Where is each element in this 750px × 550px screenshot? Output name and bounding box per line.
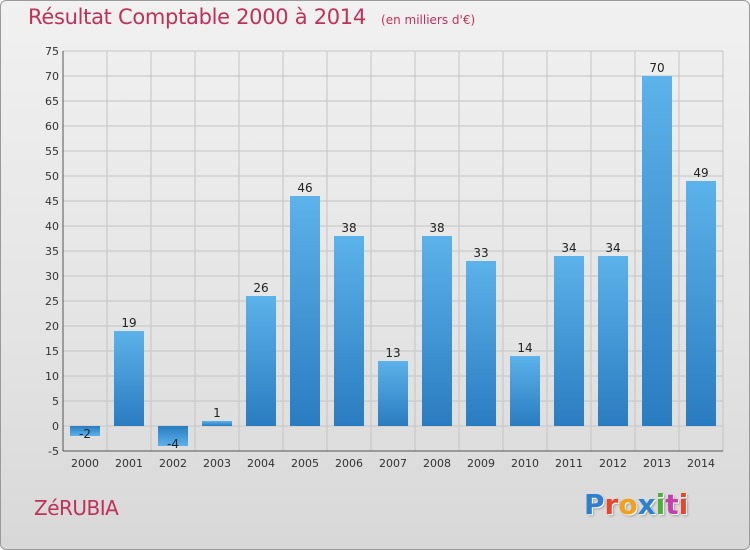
bar-2009 bbox=[466, 261, 496, 426]
bar-2001 bbox=[114, 331, 144, 426]
bar-2006 bbox=[334, 236, 364, 426]
y-tick-label: 25 bbox=[45, 295, 59, 308]
data-label: 33 bbox=[473, 246, 488, 260]
x-tick-label: 2011 bbox=[555, 457, 583, 470]
y-tick-label: 45 bbox=[45, 195, 59, 208]
y-tick-label: 0 bbox=[52, 420, 59, 433]
bar-2005 bbox=[290, 196, 320, 426]
y-tick-label: 70 bbox=[45, 70, 59, 83]
data-label: 26 bbox=[253, 281, 268, 295]
brand-letter: x bbox=[637, 488, 656, 521]
data-label: 13 bbox=[385, 346, 400, 360]
bar-2014 bbox=[686, 181, 716, 426]
y-tick-label: 20 bbox=[45, 320, 59, 333]
data-label: 34 bbox=[605, 241, 620, 255]
x-tick-label: 2010 bbox=[511, 457, 539, 470]
y-tick-label: 10 bbox=[45, 370, 59, 383]
commune-name: ZéRUBIA bbox=[34, 496, 119, 520]
y-tick-label: 75 bbox=[45, 45, 59, 58]
y-tick-label: 30 bbox=[45, 270, 59, 283]
data-label: 38 bbox=[429, 221, 444, 235]
brand-letter: t bbox=[665, 488, 679, 521]
brand-letter: i bbox=[678, 488, 689, 521]
chart-title: Résultat Comptable 2000 à 2014 bbox=[28, 5, 366, 29]
bars bbox=[70, 76, 716, 446]
y-tick-label: 40 bbox=[45, 220, 59, 233]
axes bbox=[62, 51, 723, 452]
bar-2012 bbox=[598, 256, 628, 426]
data-labels: -2 19 -4 1 26 46 38 13 38 33 14 34 34 70 49 bbox=[79, 61, 709, 451]
x-tick-label: 2002 bbox=[159, 457, 187, 470]
bar-2008 bbox=[422, 236, 452, 426]
data-label: 1 bbox=[213, 406, 221, 420]
y-tick-label: 60 bbox=[45, 120, 59, 133]
y-tick-label: 55 bbox=[45, 145, 59, 158]
data-label: 19 bbox=[121, 316, 136, 330]
y-tick-label: 50 bbox=[45, 170, 59, 183]
bar-2013 bbox=[642, 76, 672, 426]
x-tick-label: 2013 bbox=[643, 457, 671, 470]
y-tick-label: 65 bbox=[45, 95, 59, 108]
brand-letter: o bbox=[618, 488, 638, 521]
data-label: 46 bbox=[297, 181, 312, 195]
x-tick-label: 2009 bbox=[467, 457, 495, 470]
bar-2011 bbox=[554, 256, 584, 426]
x-tick-label: 2003 bbox=[203, 457, 231, 470]
x-tick-label: 2004 bbox=[247, 457, 275, 470]
bar-2007 bbox=[378, 361, 408, 426]
data-label: 14 bbox=[517, 341, 532, 355]
x-tick-label: 2006 bbox=[335, 457, 363, 470]
data-label: 38 bbox=[341, 221, 356, 235]
x-tick-label: 2014 bbox=[687, 457, 715, 470]
bar-2003 bbox=[202, 421, 232, 426]
brand-logo: Proxiti bbox=[584, 488, 688, 521]
bar-2000 bbox=[70, 426, 100, 436]
bar-2010 bbox=[510, 356, 540, 426]
x-tick-labels: 2000 2001 2002 2003 2004 2005 2006 2007 2008 2009… bbox=[71, 457, 715, 470]
x-tick-label: 2001 bbox=[115, 457, 143, 470]
x-tick-label: 2000 bbox=[71, 457, 99, 470]
data-label: -4 bbox=[167, 437, 179, 451]
title-block: Résultat Comptable 2000 à 2014 (en milli… bbox=[28, 5, 475, 29]
chart-subtitle: (en milliers d'€) bbox=[381, 13, 476, 27]
x-tick-label: 2007 bbox=[379, 457, 407, 470]
brand-letter: P bbox=[584, 488, 605, 521]
bar-2002 bbox=[158, 426, 188, 446]
brand-letter: i bbox=[655, 488, 666, 521]
data-label: -2 bbox=[79, 427, 91, 441]
x-tick-label: 2012 bbox=[599, 457, 627, 470]
y-tick-label: 35 bbox=[45, 245, 59, 258]
y-tick-label: 5 bbox=[52, 395, 59, 408]
y-tick-label: -5 bbox=[48, 445, 59, 458]
y-tick-labels: -5 0 5 10 15 20 25 30 35 40 45 50 55 60 65 70 75 bbox=[45, 45, 59, 458]
data-label: 49 bbox=[693, 166, 708, 180]
x-tick-label: 2008 bbox=[423, 457, 451, 470]
brand-letter: r bbox=[604, 488, 619, 521]
data-label: 70 bbox=[649, 61, 664, 75]
bar-2004 bbox=[246, 296, 276, 426]
x-tick-label: 2005 bbox=[291, 457, 319, 470]
data-label: 34 bbox=[561, 241, 576, 255]
y-tick-label: 15 bbox=[45, 345, 59, 358]
